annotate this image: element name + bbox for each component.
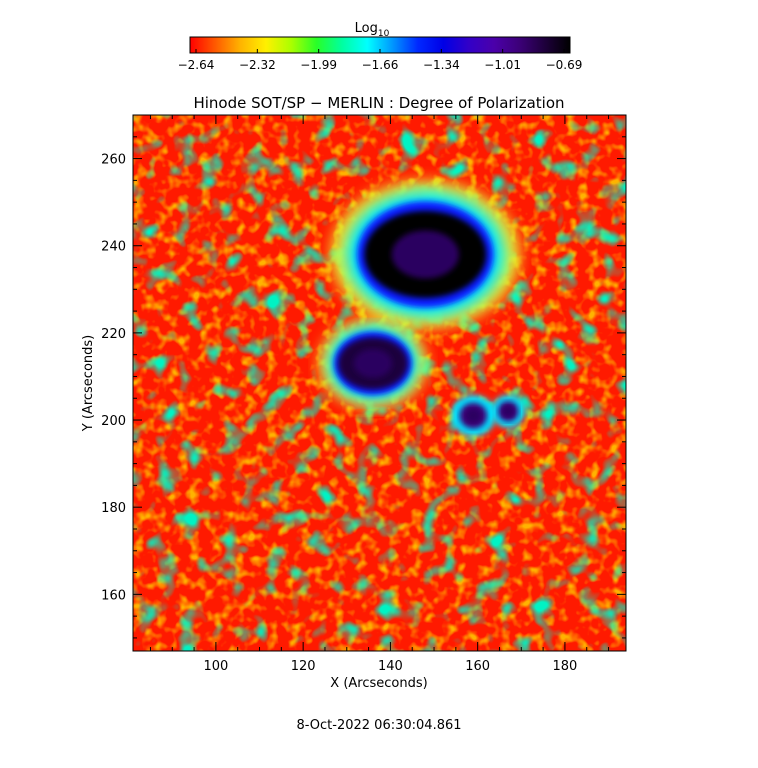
x-axis: 100 120 140 160 180	[149, 115, 610, 674]
y-tick-label: 200	[101, 414, 126, 429]
colorbar-tick-label: −1.01	[484, 58, 521, 72]
chart-title: Hinode SOT/SP − MERLIN : Degree of Polar…	[193, 94, 564, 112]
y-tick-label: 240	[101, 240, 126, 255]
colorbar-tick-label: −0.69	[546, 58, 583, 72]
colorbar-label: Log10	[355, 21, 390, 39]
colorbar-tick-label: −1.34	[423, 58, 460, 72]
x-tick-label: 120	[291, 659, 316, 674]
x-tick-label: 160	[465, 659, 490, 674]
y-tick-label: 260	[101, 153, 126, 168]
sunspot-feature	[318, 318, 428, 408]
y-axis-label: Y (Arcseconds)	[81, 335, 96, 432]
plot-frame	[132, 114, 627, 652]
x-tick-label: 140	[378, 659, 403, 674]
y-tick-label: 220	[101, 327, 126, 342]
x-tick-label: 100	[203, 659, 228, 674]
x-tick-label: 180	[553, 659, 578, 674]
sunspot-feature	[450, 394, 496, 437]
colorbar-tick-label: −2.32	[239, 58, 276, 72]
heatmap	[133, 115, 626, 651]
y-tick-label: 160	[101, 588, 126, 603]
colorbar-tick-label: −2.64	[178, 58, 215, 72]
y-tick-label: 180	[101, 501, 126, 516]
timestamp: 8-Oct-2022 06:30:04.861	[296, 718, 461, 733]
y-axis: 160 180 200 220 240 260	[101, 114, 626, 639]
x-axis-label: X (Arcseconds)	[330, 676, 427, 691]
sunspot-feature	[491, 394, 525, 429]
colorbar-tick-label: −1.66	[362, 58, 399, 72]
colorbar-ticks: −2.64 −2.32 −1.99 −1.66 −1.34 −1.01 −0.69	[178, 49, 583, 72]
colorbar-tick-label: −1.99	[300, 58, 337, 72]
sunspot-feature	[330, 180, 520, 329]
